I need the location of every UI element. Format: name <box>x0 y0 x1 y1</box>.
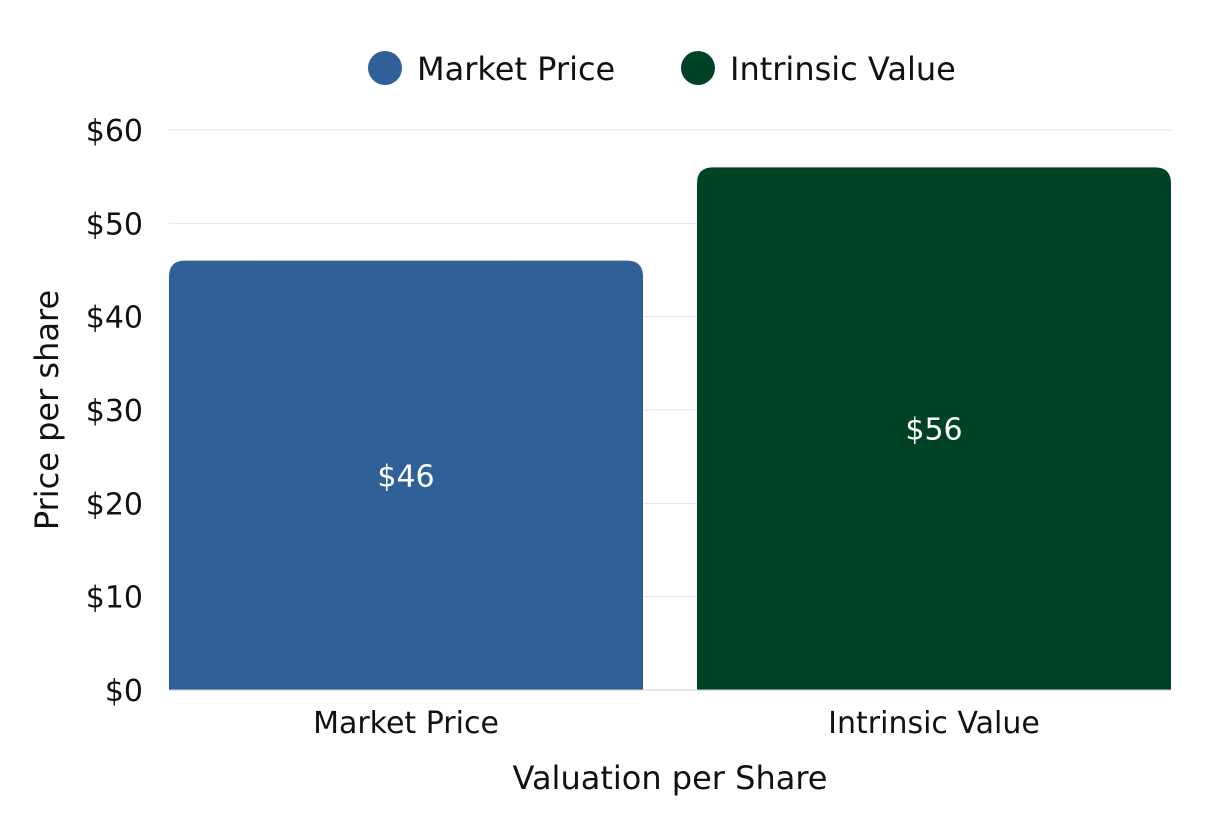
y-axis-label: Price per share <box>28 290 66 530</box>
bars: $46 $56 <box>169 167 1171 691</box>
y-tick-label: $30 <box>86 394 143 429</box>
bar-intrinsic-value <box>697 167 1171 691</box>
x-tick-label: Intrinsic Value <box>828 706 1040 741</box>
y-tick-label: $20 <box>86 487 143 522</box>
y-tick-label: $50 <box>86 207 143 242</box>
y-axis-ticks: $0 $10 $20 $30 $40 $50 $60 <box>86 114 143 709</box>
legend-marker-intrinsic-value <box>681 51 715 85</box>
legend-label-intrinsic-value: Intrinsic Value <box>730 50 956 88</box>
legend-marker-market-price <box>368 51 402 85</box>
data-label: $46 <box>377 459 434 494</box>
x-tick-label: Market Price <box>313 706 499 741</box>
y-tick-label: $60 <box>86 114 143 149</box>
legend: Market Price Intrinsic Value <box>368 50 956 88</box>
data-label: $56 <box>905 413 962 448</box>
y-tick-label: $40 <box>86 301 143 336</box>
y-tick-label: $0 <box>105 674 143 709</box>
y-tick-label: $10 <box>86 581 143 616</box>
x-axis-label: Valuation per Share <box>513 759 828 797</box>
x-axis-ticks: Market Price Intrinsic Value <box>313 706 1040 741</box>
bar-market-price <box>169 260 643 690</box>
legend-label-market-price: Market Price <box>417 50 615 88</box>
